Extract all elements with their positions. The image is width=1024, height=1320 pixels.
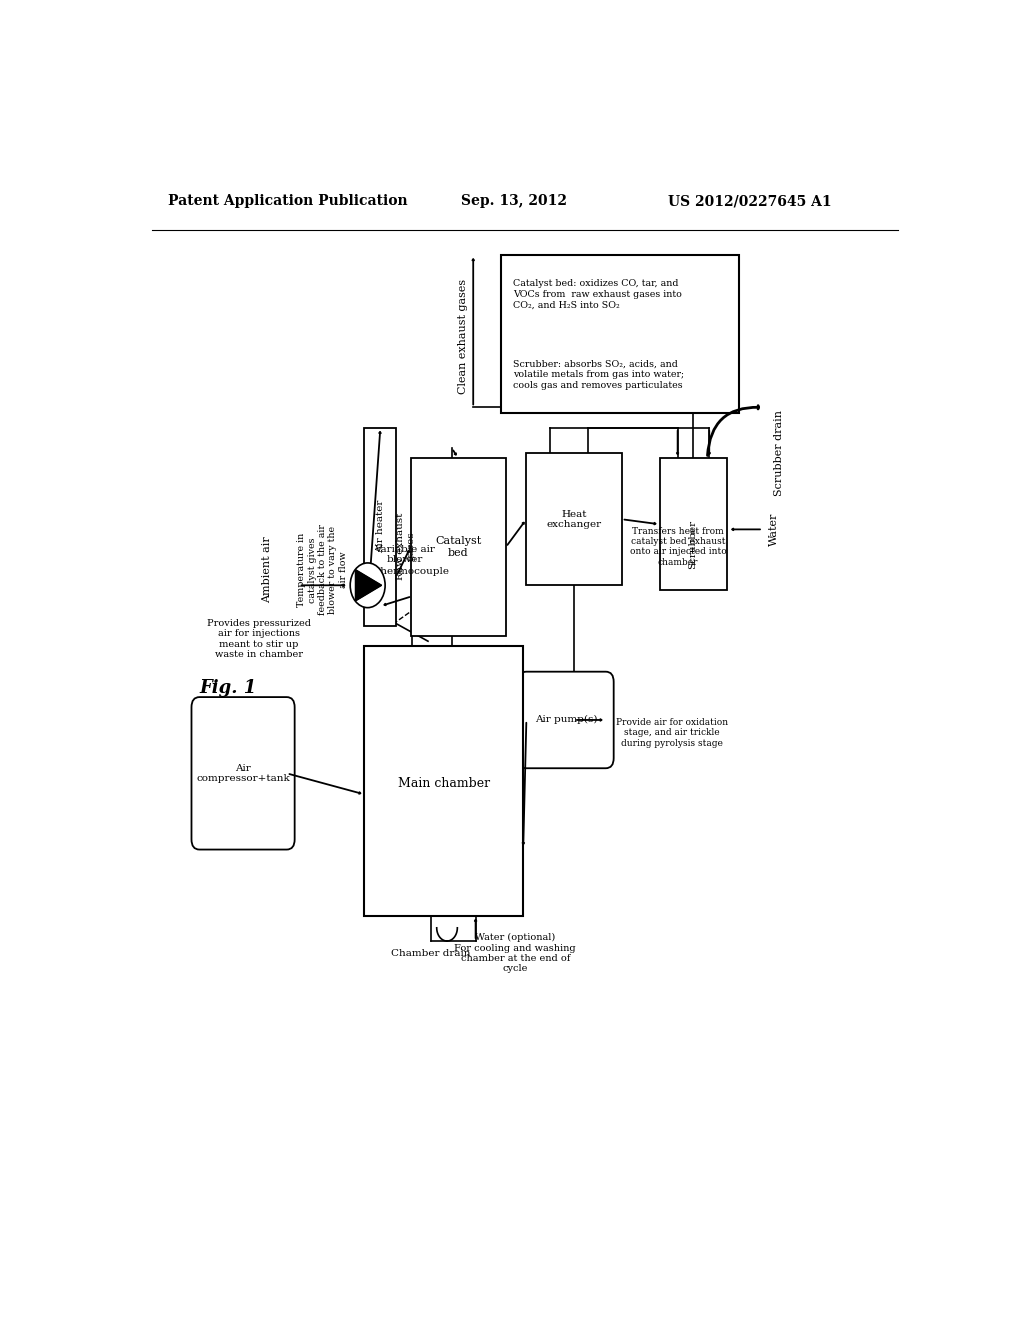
Text: Catalyst
bed: Catalyst bed [435,536,481,558]
Text: Scrubber: absorbs SO₂, acids, and
volatile metals from gas into water;
cools gas: Scrubber: absorbs SO₂, acids, and volati… [513,360,684,389]
Text: Air heater: Air heater [376,500,385,553]
FancyBboxPatch shape [191,697,295,850]
Text: Patent Application Publication: Patent Application Publication [168,194,408,209]
Text: Sep. 13, 2012: Sep. 13, 2012 [461,194,567,209]
Text: Water: Water [769,512,779,546]
FancyBboxPatch shape [659,458,727,590]
Text: Raw exhaust
gases: Raw exhaust gases [396,513,416,581]
Text: Air pump(s): Air pump(s) [535,715,597,723]
Text: Temperature in
catalyst gives
feedback to the air
blower to vary the
air flow: Temperature in catalyst gives feedback t… [297,524,348,615]
Text: Main chamber: Main chamber [397,777,489,789]
Text: Catalyst bed: oxidizes CO, tar, and
VOCs from  raw exhaust gases into
CO₂, and H: Catalyst bed: oxidizes CO, tar, and VOCs… [513,280,682,309]
FancyBboxPatch shape [518,672,613,768]
Text: Provide air for oxidation
stage, and air trickle
during pyrolysis stage: Provide air for oxidation stage, and air… [616,718,728,747]
FancyBboxPatch shape [501,255,739,412]
Text: Scrubber drain: Scrubber drain [774,411,783,496]
Text: Variable air
blower: Variable air blower [374,545,435,565]
FancyBboxPatch shape [411,458,506,636]
Text: Chamber drain: Chamber drain [391,949,471,958]
Text: Clean exhaust gases: Clean exhaust gases [458,279,468,393]
Text: Heat
exchanger: Heat exchanger [547,510,601,529]
Circle shape [350,562,385,607]
Text: Air
compressor+tank: Air compressor+tank [197,764,290,783]
Text: thermocouple: thermocouple [377,568,450,576]
Text: Fig. 1: Fig. 1 [200,678,257,697]
Text: US 2012/0227645 A1: US 2012/0227645 A1 [668,194,831,209]
Text: Scrubber: Scrubber [688,520,697,569]
Text: Ambient air: Ambient air [262,537,272,603]
Polygon shape [355,570,382,601]
Text: Provides pressurized
air for injections
meant to stir up
waste in chamber: Provides pressurized air for injections … [207,619,311,659]
Text: Transfers heat from
catalyst bed exhaust
onto air injected into
chamber: Transfers heat from catalyst bed exhaust… [630,527,726,566]
FancyBboxPatch shape [365,647,523,916]
Text: Water (optional)
For cooling and washing
chamber at the end of
cycle: Water (optional) For cooling and washing… [455,933,577,973]
FancyBboxPatch shape [365,428,396,626]
FancyBboxPatch shape [526,453,622,585]
